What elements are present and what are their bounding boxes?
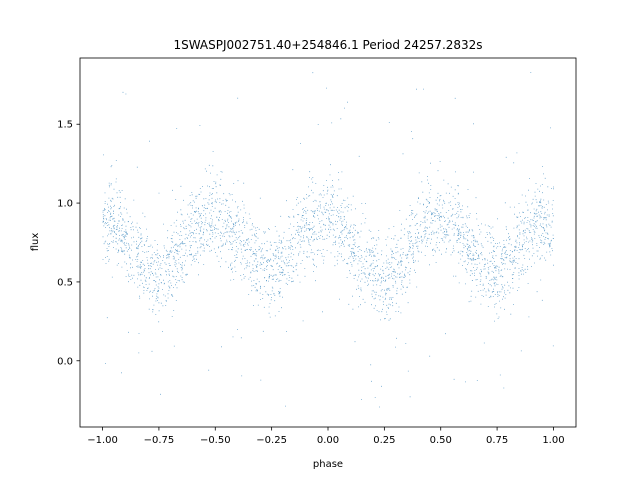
scatter-points: [102, 72, 554, 408]
y-tick-label: 0.5: [57, 277, 73, 288]
x-tick-label: −0.25: [256, 435, 287, 446]
y-tick-label: 0.0: [57, 356, 73, 367]
y-axis-ticks: 0.0 0.5 1.0 1.5: [57, 120, 80, 367]
x-tick-label: −0.50: [200, 435, 231, 446]
x-tick-label: 0.25: [373, 435, 395, 446]
y-tick-label: 1.0: [57, 199, 73, 210]
x-tick-label: 0.00: [317, 435, 339, 446]
x-tick-label: −1.00: [87, 435, 118, 446]
x-axis-label: phase: [313, 459, 343, 470]
x-tick-label: 0.75: [486, 435, 508, 446]
x-tick-label: 0.50: [430, 435, 452, 446]
data-points: [102, 72, 554, 408]
chart-title: 1SWASPJ002751.40+254846.1 Period 24257.2…: [173, 38, 482, 52]
x-tick-label: −0.75: [144, 435, 175, 446]
x-tick-label: 1.00: [542, 435, 564, 446]
x-axis-ticks: −1.00 −0.75 −0.50 −0.25 0.00 0.25 0.50 0.75 1.00: [87, 427, 565, 446]
plot-frame: [79, 57, 577, 428]
y-axis-label: flux: [30, 233, 41, 252]
y-tick-label: 1.5: [57, 120, 73, 131]
